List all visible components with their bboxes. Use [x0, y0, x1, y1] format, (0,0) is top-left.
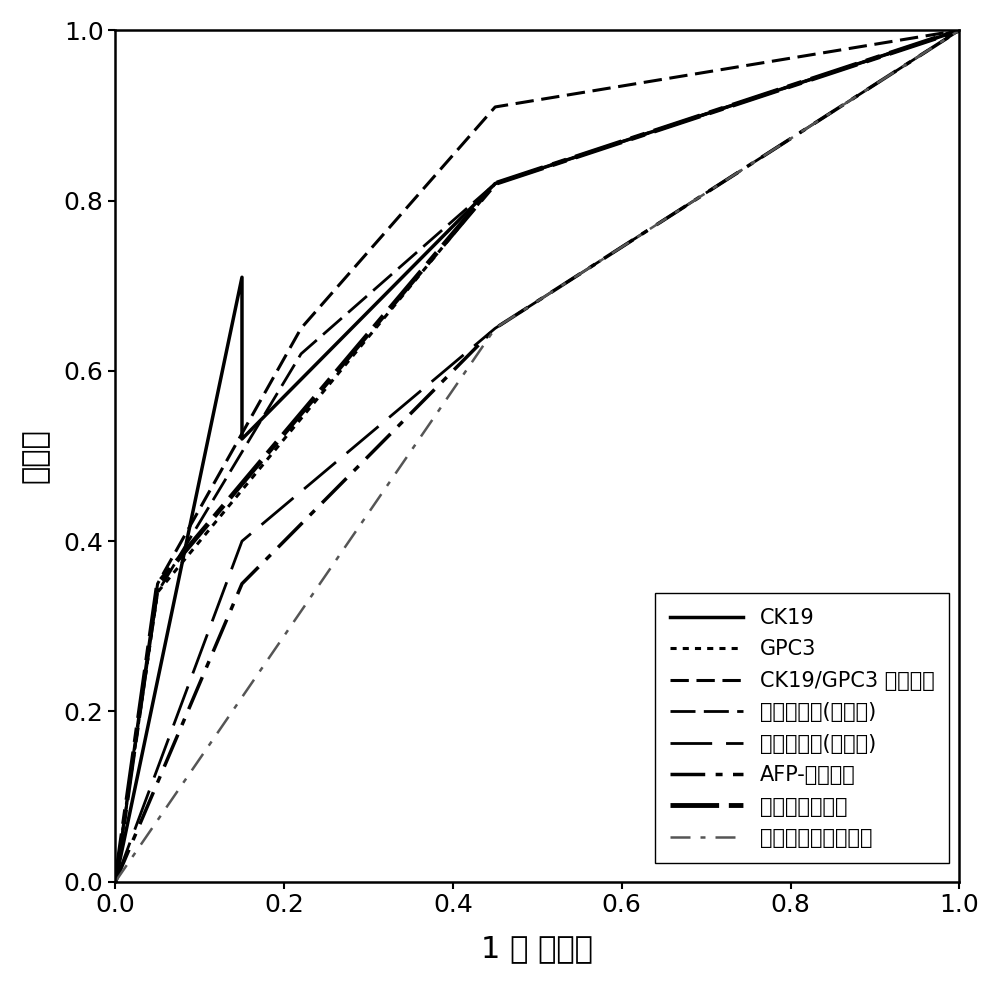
AFP-阈値分类	[109, 876, 121, 888]
CK19/GPC3 表达模式	[489, 101, 501, 113]
CK19	[236, 433, 248, 445]
参考线（米兰标准）	[489, 323, 501, 335]
Line: 新风险评分模型: 新风险评分模型	[115, 31, 959, 882]
组织学分级(三分类)	[489, 178, 501, 190]
CK19	[236, 272, 248, 283]
CK19/GPC3 表达模式	[295, 323, 307, 335]
组织学分类(两分类)	[489, 323, 501, 335]
AFP-阈値分类	[489, 323, 501, 335]
组织学分级(三分类)	[109, 876, 121, 888]
AFP-阈値分类	[236, 578, 248, 589]
GPC3	[489, 178, 501, 190]
参考线（米兰标准）	[109, 876, 121, 888]
CK19	[953, 25, 965, 36]
参考线（米兰标准）	[953, 25, 965, 36]
Line: 组织学分类(两分类): 组织学分类(两分类)	[115, 31, 959, 882]
AFP-阈値分类	[953, 25, 965, 36]
Line: GPC3: GPC3	[115, 31, 959, 882]
CK19/GPC3 表达模式	[953, 25, 965, 36]
新风险评分模型	[953, 25, 965, 36]
GPC3	[152, 586, 164, 598]
组织学分级(三分类)	[152, 586, 164, 598]
组织学分级(三分类)	[953, 25, 965, 36]
组织学分类(两分类)	[236, 535, 248, 547]
组织学分类(两分类)	[109, 876, 121, 888]
新风险评分模型	[295, 407, 307, 419]
新风险评分模型	[152, 578, 164, 589]
Line: AFP-阈値分类: AFP-阈値分类	[115, 31, 959, 882]
Legend: CK19, GPC3, CK19/GPC3 表达模式, 组织学分级(三分类), 组织学分类(两分类), AFP-阈値分类, 新风险评分模型, 参考线（米兰标准）: CK19, GPC3, CK19/GPC3 表达模式, 组织学分级(三分类), …	[655, 593, 949, 863]
Line: 组织学分级(三分类): 组织学分级(三分类)	[115, 31, 959, 882]
X-axis label: 1 － 特异度: 1 － 特异度	[481, 934, 593, 963]
CK19	[489, 178, 501, 190]
Y-axis label: 敏感度: 敏感度	[21, 429, 50, 483]
CK19	[109, 876, 121, 888]
组织学分类(两分类)	[953, 25, 965, 36]
CK19/GPC3 表达模式	[109, 876, 121, 888]
GPC3	[953, 25, 965, 36]
Line: CK19: CK19	[115, 31, 959, 882]
新风险评分模型	[109, 876, 121, 888]
组织学分级(三分类)	[295, 348, 307, 360]
Line: 参考线（米兰标准）: 参考线（米兰标准）	[115, 31, 959, 882]
CK19/GPC3 表达模式	[152, 578, 164, 589]
Line: CK19/GPC3 表达模式: CK19/GPC3 表达模式	[115, 31, 959, 882]
GPC3	[109, 876, 121, 888]
新风险评分模型	[489, 178, 501, 190]
